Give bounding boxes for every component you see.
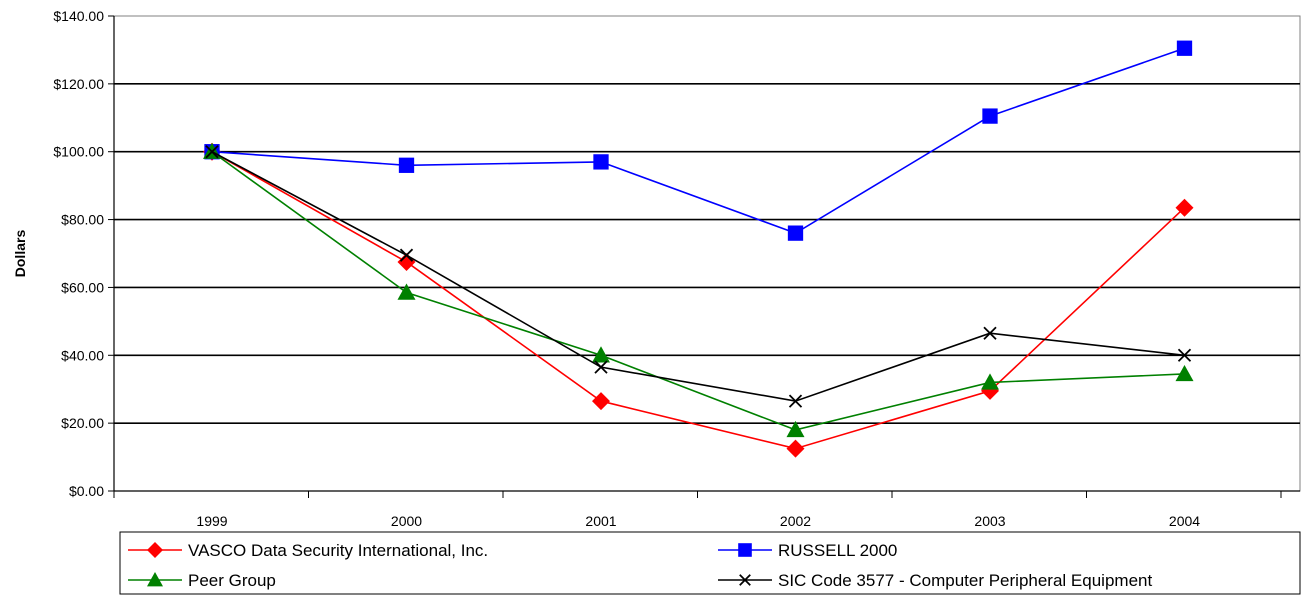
data-point-triangle	[786, 420, 805, 438]
legend-label: RUSSELL 2000	[778, 541, 897, 560]
x-tick-label: 2001	[585, 513, 616, 529]
legend-box	[119, 531, 1301, 595]
series-line	[211, 151, 1185, 431]
data-point-x	[399, 248, 414, 262]
y-axis-title: Dollars	[12, 230, 28, 278]
legend-item: VASCO Data Security International, Inc.	[128, 541, 488, 560]
y-axis-ticks: $0.00 $20.00 $40.00 $60.00 $80.00 $100.00 $120…	[53, 8, 114, 499]
series-line	[211, 151, 1186, 450]
y-tick-label: $120.00	[53, 76, 104, 92]
x-axis-ticks: 1999 2000 2001 2002 2003 2004	[113, 491, 1282, 529]
plot-area	[113, 15, 1301, 492]
data-point-triangle	[147, 572, 163, 587]
data-point-x	[739, 574, 751, 586]
data-point-x	[594, 360, 608, 374]
data-point-x	[788, 394, 803, 408]
legend-item: RUSSELL 2000	[718, 541, 897, 560]
x-tick-label: 2004	[1169, 513, 1200, 529]
series-line	[211, 47, 1185, 235]
legend-item: Peer Group	[128, 571, 276, 590]
legend-label: VASCO Data Security International, Inc.	[188, 541, 488, 560]
data-point-x-stroke	[205, 145, 219, 159]
data-point-diamond	[147, 542, 163, 558]
y-tick-label: $100.00	[53, 144, 104, 160]
data-point-square	[787, 225, 804, 241]
data-point-diamond	[786, 439, 805, 458]
data-point-square	[1176, 40, 1193, 56]
data-point-diamond	[1175, 198, 1194, 217]
data-point-x-stroke	[983, 326, 997, 340]
data-point-x	[983, 326, 997, 340]
x-tick-label: 2002	[780, 513, 811, 529]
data-point-x	[205, 145, 219, 159]
data-point-square	[982, 108, 998, 124]
data-point-square	[593, 154, 609, 170]
data-point-x	[1177, 348, 1192, 362]
series-line	[211, 151, 1185, 402]
legend-label: SIC Code 3577 - Computer Peripheral Equi…	[778, 571, 1152, 590]
y-tick-label: $60.00	[61, 279, 104, 295]
series-layer	[203, 40, 1194, 458]
data-point-x-stroke	[399, 248, 414, 262]
data-point-square	[398, 157, 415, 173]
y-tick-label: $40.00	[61, 347, 104, 363]
x-tick-label: 2003	[974, 513, 1005, 529]
x-tick-label: 2000	[391, 513, 422, 529]
y-tick-label: $20.00	[61, 415, 104, 431]
data-point-triangle	[1175, 364, 1194, 382]
legend-item: SIC Code 3577 - Computer Peripheral Equi…	[718, 571, 1152, 590]
data-point-triangle	[981, 373, 999, 390]
plot-background	[113, 15, 1301, 492]
data-point-x-stroke	[739, 574, 751, 586]
y-tick-label: $80.00	[61, 212, 104, 228]
data-point-diamond	[592, 392, 610, 411]
data-point-triangle	[397, 283, 416, 300]
data-point-x-stroke	[594, 360, 608, 374]
y-tick-label: $140.00	[53, 8, 104, 24]
legend-label: Peer Group	[188, 571, 276, 590]
data-point-x-stroke	[788, 394, 803, 408]
data-point-x-stroke	[1177, 348, 1192, 362]
data-point-square	[738, 543, 752, 557]
y-tick-label: $0.00	[69, 483, 104, 499]
legend: VASCO Data Security International, Inc. R…	[119, 531, 1301, 595]
x-tick-label: 1999	[196, 513, 227, 529]
series-3	[205, 145, 1192, 408]
data-point-triangle	[592, 346, 610, 363]
